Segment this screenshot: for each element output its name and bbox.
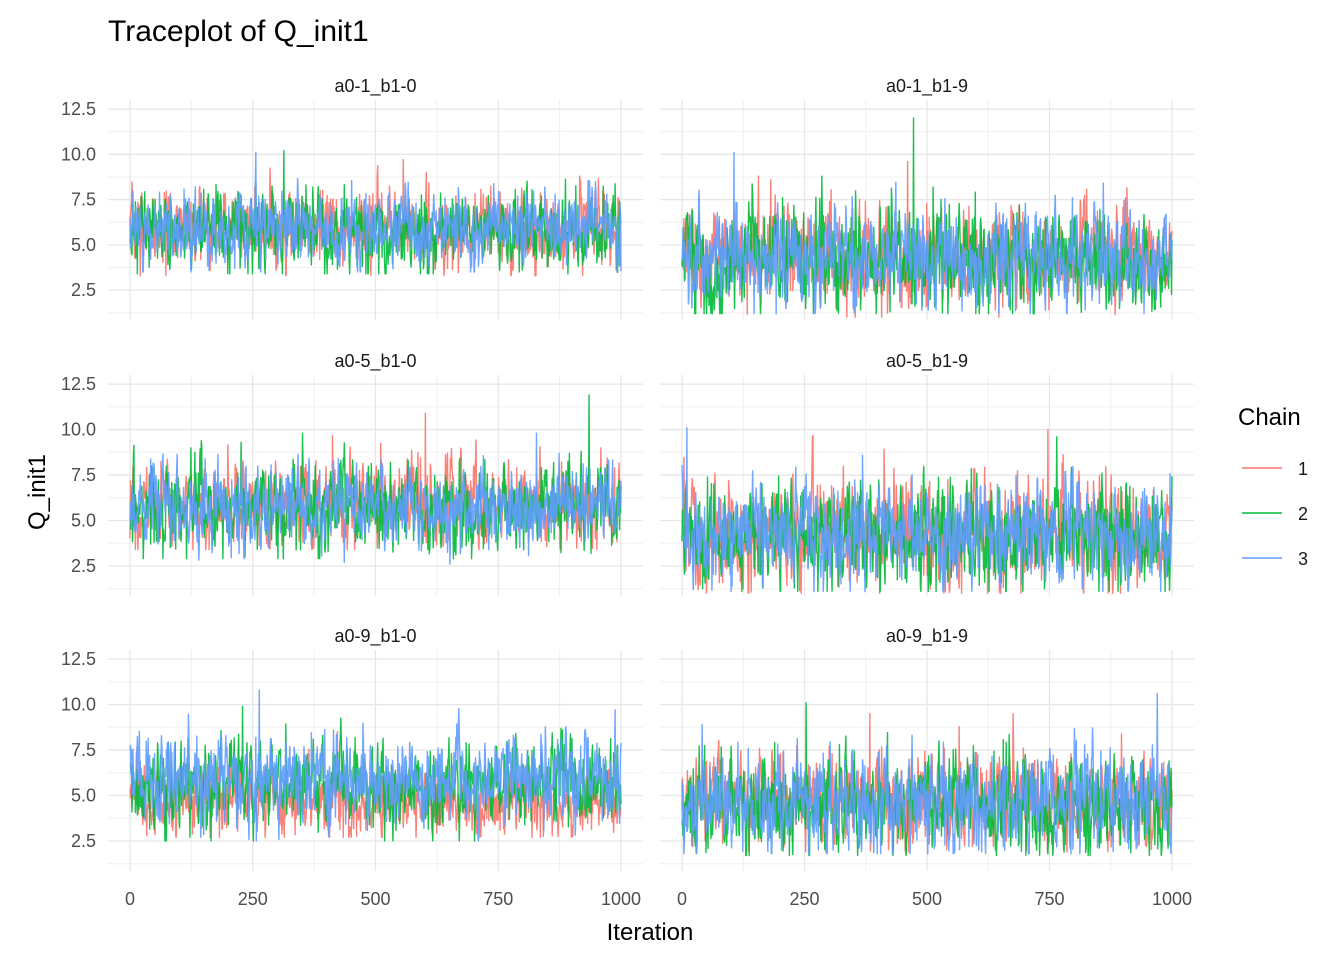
- x-tick-label: 0: [125, 889, 135, 909]
- trace-line-chain-3: [681, 151, 1173, 315]
- y-tick-label: 7.5: [71, 465, 96, 485]
- trace-line-chain-3: [129, 689, 622, 842]
- x-tick-label: 500: [360, 889, 390, 909]
- trace-line-chain-3: [681, 692, 1173, 855]
- y-tick-label: 12.5: [61, 374, 96, 394]
- y-tick-label: 10.0: [61, 420, 96, 440]
- facet-strip-label: a0-9_b1-0: [334, 626, 416, 647]
- x-tick-label: 1000: [1152, 889, 1192, 909]
- y-tick-label: 5.0: [71, 786, 96, 806]
- x-tick-label: 0: [677, 889, 687, 909]
- y-tick-label: 10.0: [61, 144, 96, 164]
- y-tick-label: 2.5: [71, 280, 96, 300]
- legend-title: Chain: [1238, 404, 1301, 431]
- legend-label-chain-3: 3: [1298, 549, 1308, 569]
- y-tick-label: 10.0: [61, 695, 96, 715]
- facet-strip-label: a0-9_b1-9: [886, 626, 968, 647]
- facet-strip-label: a0-1_b1-9: [886, 76, 968, 97]
- facet-panel-6: a0-9_b1-9 0 250 500 750 1000: [660, 626, 1194, 909]
- trace-line-chain-3: [129, 151, 622, 273]
- facet-strip-label: a0-1_b1-0: [334, 76, 416, 97]
- facet-panel-5: a0-9_b1-0 2.5 5.0 7.5 10.0 12.5 0 250 500 750 1000: [61, 626, 643, 909]
- y-tick-label: 12.5: [61, 649, 96, 669]
- legend-label-chain-2: 2: [1298, 504, 1308, 524]
- y-tick-label: 7.5: [71, 190, 96, 210]
- x-tick-label: 250: [789, 889, 819, 909]
- legend-label-chain-1: 1: [1298, 459, 1308, 479]
- facet-strip-label: a0-5_b1-9: [886, 351, 968, 372]
- y-tick-label: 5.0: [71, 511, 96, 531]
- facet-panels: a0-1_b1-0 2.5 5.0 7.5 10.0 12.5 a0-1_b1-9 a0-5_…: [61, 76, 1194, 909]
- x-tick-label: 750: [1034, 889, 1064, 909]
- x-tick-label: 1000: [601, 889, 641, 909]
- y-tick-label: 5.0: [71, 235, 96, 255]
- facet-strip-label: a0-5_b1-0: [334, 351, 416, 372]
- facet-panel-2: a0-1_b1-9: [660, 76, 1194, 320]
- y-tick-label: 12.5: [61, 99, 96, 119]
- facet-panel-4: a0-5_b1-9: [660, 351, 1194, 596]
- chart-title: Traceplot of Q_init1: [108, 15, 369, 48]
- legend: Chain 1 2 3: [1238, 404, 1308, 569]
- y-tick-label: 7.5: [71, 740, 96, 760]
- y-tick-label: 2.5: [71, 556, 96, 576]
- x-axis-title: Iteration: [607, 919, 694, 946]
- x-tick-label: 750: [483, 889, 513, 909]
- facet-panel-3: a0-5_b1-0 2.5 5.0 7.5 10.0 12.5: [61, 351, 643, 596]
- x-tick-label: 500: [912, 889, 942, 909]
- facet-panel-1: a0-1_b1-0 2.5 5.0 7.5 10.0 12.5: [61, 76, 643, 320]
- trace-line-chain-3: [681, 427, 1173, 593]
- y-tick-label: 2.5: [71, 831, 96, 851]
- trace-line-chain-3: [129, 432, 622, 565]
- y-axis-title: Q_init1: [24, 454, 51, 530]
- x-tick-label: 250: [238, 889, 268, 909]
